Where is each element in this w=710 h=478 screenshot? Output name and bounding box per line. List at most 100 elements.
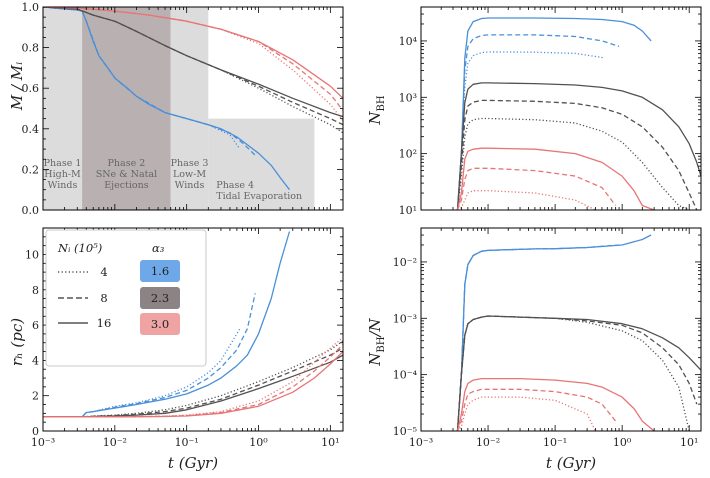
mass-y-axis-label: M / Mᵢ (8, 62, 26, 111)
rh-y-tick-label: 2 (32, 390, 39, 403)
nbh-series-gray-solid (456, 82, 701, 210)
fbh-series-gray-dashed (456, 315, 698, 431)
phase-1-band (43, 7, 83, 210)
rh-frame (42, 227, 344, 432)
mass-series-gray-dotted (43, 7, 343, 134)
legend-swatch-blue (140, 260, 180, 282)
fbh-y-label-sub: BH (376, 336, 387, 352)
legend-alpha-header: α₃ (152, 241, 165, 255)
half-mass-radius-panel: 10⁻³ 10⁻² 10⁻¹ 10⁰ 10¹ 0 2 4 6 8 10 (25, 227, 344, 449)
fbh-frame (420, 227, 702, 432)
fbh-x-tick-label: 10⁻² (476, 436, 500, 449)
fbh-series-red-dashed (456, 388, 617, 431)
rh-series-gray-dotted (43, 340, 343, 418)
fbh-y-tick-label: 10⁻³ (393, 312, 417, 325)
legend: Nᵢ (10⁵) α₃ 4 8 16 1.6 2.3 3.0 (45, 229, 207, 367)
nbh-series-blue-dashed (456, 34, 620, 210)
left-x-axis-label: t (Gyr) (168, 454, 218, 472)
legend-swatch-red (140, 313, 180, 335)
mass-y-tick-label: 0.8 (22, 42, 40, 55)
rh-series-red-dotted (43, 336, 343, 418)
fbh-series-red-solid (456, 377, 655, 431)
rh-x-tick-label: 10⁻² (103, 436, 127, 449)
nbh-series-blue-dotted (456, 51, 605, 210)
svg-text:NBH: NBH (366, 95, 387, 125)
phase-3-band (170, 7, 209, 210)
phase-1-label-line-3: Winds (48, 180, 78, 191)
fbh-y-tick-label: 10⁻² (393, 256, 417, 269)
fbh-series-blue-solid (456, 234, 652, 431)
black-hole-count-panel: 10¹ 10² 10³ 10⁴ (399, 6, 702, 217)
mass-y-tick-label: 0.4 (22, 123, 40, 136)
mass-series-red-dashed (43, 7, 343, 111)
legend-ni-4: 4 (100, 265, 107, 279)
mass-y-tick-label: 1.0 (22, 1, 40, 14)
mass-series-blue-dashed (43, 7, 256, 156)
nbh-y-tick-label: 10⁴ (399, 35, 418, 48)
black-hole-fraction-panel: 10⁻³ 10⁻² 10⁻¹ 10⁰ 10¹ 10⁻⁵ 10⁻⁴ 10⁻³ 10⁻² (393, 227, 702, 449)
fbh-x-tick-label: 10⁻³ (409, 436, 433, 449)
fbh-series-gray-dotted (456, 315, 690, 431)
nbh-y-label-sub: BH (376, 95, 387, 111)
nbh-series-red-dashed (456, 167, 617, 210)
phase-4-band (208, 118, 315, 210)
legend-alpha-3-0: 3.0 (151, 317, 169, 331)
rh-y-tick-label: 0 (32, 425, 39, 438)
rh-y-tick-label: 8 (32, 284, 39, 297)
right-x-axis-label: t (Gyr) (546, 454, 596, 472)
fbh-series-blue-dashed (456, 244, 620, 431)
phase-4-label-line-2: Tidal Evaporation (216, 191, 302, 202)
legend-alpha-1-6: 1.6 (151, 264, 169, 278)
legend-alpha-2-3: 2.3 (151, 291, 169, 305)
phase-1-label-line-2: High-M (44, 169, 81, 180)
nbh-y-label-main: N (366, 111, 384, 126)
phase-4-label-line-1: Phase 4 (216, 180, 254, 191)
nbh-y-tick-label: 10³ (399, 91, 417, 104)
nbh-series-gray-dotted (456, 117, 690, 210)
rh-y-tick-label: 6 (32, 319, 39, 332)
rh-y-tick-label: 4 (32, 354, 39, 367)
fbh-y-label-main: N (366, 352, 384, 367)
rh-x-tick-label: 10⁰ (249, 436, 268, 449)
phase-3-label-line-1: Phase 3 (171, 158, 209, 169)
mass-y-tick-label: 0.6 (22, 82, 40, 95)
fbh-series-blue-dotted (456, 245, 605, 431)
phase-3-label-line-2: Low-M (173, 169, 206, 180)
nbh-series-red-dotted (457, 190, 596, 210)
svg-text:NBH/N: NBH/N (366, 317, 387, 366)
nbh-frame (420, 6, 702, 211)
nbh-y-tick-label: 10² (399, 148, 417, 161)
mass-y-tick-label: 0.0 (22, 204, 40, 217)
fbh-x-tick-label: 10⁻¹ (543, 436, 567, 449)
rh-series-red-dashed (43, 344, 343, 418)
phase-1-label-line-1: Phase 1 (44, 158, 82, 169)
legend-ni-16: 16 (97, 316, 112, 330)
rh-y-tick-label: 10 (25, 248, 39, 261)
nbh-y-tick-label: 10¹ (399, 204, 417, 217)
fbh-series-red-dotted (457, 396, 597, 431)
phase-2-label-line-2: SNe & Natal (96, 169, 157, 180)
rh-series-blue-dotted (43, 328, 241, 418)
legend-ni-8: 8 (100, 291, 107, 305)
nbh-series-blue-solid (456, 17, 652, 210)
nbh-y-axis-label: NBH (366, 95, 387, 125)
fbh-series-gray-solid (456, 315, 701, 431)
rh-x-tick-label: 10⁻³ (31, 436, 55, 449)
rh-y-axis-label: rₕ (pc) (8, 318, 26, 366)
fbh-y-label-tail: /N (366, 317, 384, 338)
fbh-x-tick-label: 10¹ (680, 436, 698, 449)
legend-swatch-gray (140, 287, 180, 309)
fbh-x-tick-label: 10⁰ (613, 436, 632, 449)
fbh-y-axis-label: NBH/N (366, 317, 387, 366)
fbh-y-tick-label: 10⁻⁴ (393, 369, 418, 382)
rh-x-tick-label: 10⁻¹ (175, 436, 199, 449)
phase-2-label-line-1: Phase 2 (108, 158, 146, 169)
mass-y-tick-label: 0.2 (22, 163, 40, 176)
nbh-series-gray-dashed (456, 99, 698, 210)
phase-2-label-line-3: Ejections (104, 180, 149, 191)
legend-ni-header: Nᵢ (10⁵) (57, 241, 102, 255)
fbh-y-tick-label: 10⁻⁵ (393, 425, 417, 438)
phase-3-label-line-3: Winds (175, 180, 205, 191)
